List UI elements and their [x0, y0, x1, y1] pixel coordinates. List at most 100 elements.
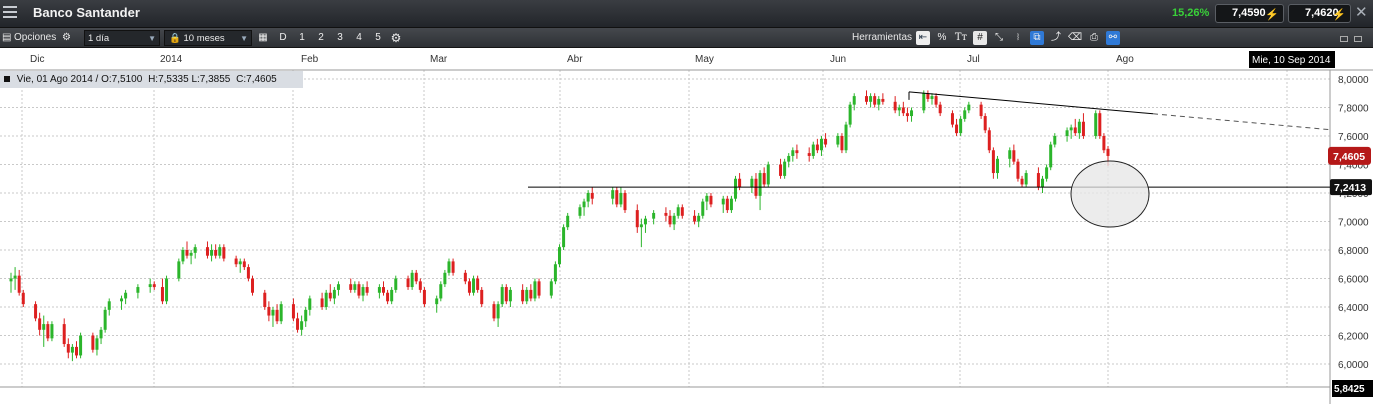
candle-up [619, 193, 623, 205]
price-chart[interactable]: Dic 2014 Feb Mar Abr May Jun Jul Ago Mie, 10 Sep … [0, 48, 1373, 404]
candle-up [500, 287, 504, 305]
candle-up [50, 324, 54, 339]
candle-down [492, 304, 496, 319]
candle-up [549, 281, 553, 296]
candle-up [652, 212, 656, 219]
buy-price-button[interactable]: 7,4620 ⚡ [1288, 4, 1351, 23]
options-menu[interactable]: Opciones ⚙ [14, 31, 71, 45]
indicator-icon[interactable]: ⤴ [1051, 32, 1061, 43]
compare-icon[interactable]: ⧉ [1030, 31, 1044, 45]
candle-up [496, 304, 500, 319]
candle-up [1008, 150, 1012, 159]
candle-down [422, 289, 426, 305]
grid-toggle-icon[interactable]: # [973, 31, 987, 45]
preset-1-button[interactable]: 1 [299, 32, 305, 43]
candle-type-icon[interactable]: ⧘ [1016, 32, 1020, 43]
candle-up [508, 289, 512, 302]
candle-up [472, 278, 476, 293]
candle-down [74, 346, 78, 356]
candle-down [979, 104, 983, 117]
candle-up [165, 278, 169, 302]
candle-down [66, 344, 70, 353]
print-icon[interactable]: ⎙ [1090, 32, 1098, 43]
candle-up [533, 281, 537, 299]
candle-up [1053, 136, 1057, 145]
candle-up [734, 178, 738, 199]
settings-gear-icon[interactable]: ⚙ [390, 31, 402, 45]
candle-down [222, 247, 226, 259]
x-tick-label: Feb [301, 54, 319, 65]
candle-up [729, 198, 733, 211]
candle-up [1045, 167, 1049, 179]
candle-up [639, 224, 643, 228]
candle-down [1073, 127, 1077, 134]
draw-line-icon[interactable]: ⤡ [995, 32, 1003, 43]
candle-down [320, 298, 324, 307]
sell-arrow-icon: ⚡ [1265, 9, 1279, 21]
y-tick-label: 7,4000 [1338, 161, 1369, 172]
ohlc-close: C:7,4605 [236, 74, 277, 85]
range-value: 10 meses [183, 33, 225, 44]
x-tick-label: May [695, 54, 714, 65]
interval-select[interactable]: 1 día ▼ [84, 30, 160, 46]
preset-4-button[interactable]: 4 [356, 32, 362, 43]
link-icon[interactable]: ⚯ [1106, 31, 1120, 45]
candle-up [848, 104, 852, 125]
percent-toggle-button[interactable]: % [937, 32, 947, 43]
y-tick-label: 7,8000 [1338, 104, 1369, 115]
candle-up [107, 301, 111, 310]
candle-up [99, 329, 103, 339]
info-square-icon [4, 76, 10, 82]
candle-up [877, 98, 881, 105]
calendar-icon[interactable]: ▦ [258, 32, 268, 43]
candle-up [811, 144, 815, 156]
candle-down [926, 93, 930, 99]
candle-up [439, 284, 443, 299]
candle-down [365, 287, 369, 293]
range-select[interactable]: 🔒 10 meses ▼ [164, 30, 252, 46]
x-tick-label: Abr [567, 54, 583, 65]
crosshair-toggle-icon[interactable]: ⇤ [916, 31, 930, 45]
candle-up [1094, 113, 1098, 136]
candle-down [881, 98, 885, 102]
eraser-icon[interactable]: ⌫ [1068, 32, 1083, 43]
candle-down [1020, 178, 1024, 185]
candle-down [386, 292, 390, 302]
candle-down [1081, 121, 1085, 136]
candle-up [783, 161, 787, 176]
buy-price-value: 7,4620 [1305, 7, 1339, 19]
candle-down [1106, 148, 1110, 156]
candle-up [672, 215, 676, 225]
candle-up [218, 247, 222, 256]
y-tick-label: 8,0000 [1338, 75, 1369, 86]
candle-down [521, 289, 525, 302]
candle-up [721, 198, 725, 205]
minimize-icon[interactable] [1340, 36, 1348, 42]
collapse-icon[interactable]: ▤ [2, 32, 12, 43]
candle-down [680, 207, 684, 216]
candle-up [300, 321, 304, 330]
candle-up [791, 150, 795, 156]
candle-down [451, 261, 455, 273]
candle-down [275, 309, 279, 322]
preset-2-button[interactable]: 2 [318, 32, 324, 43]
last-price-label: 7,4605 [1333, 151, 1365, 163]
hamburger-menu-icon[interactable] [3, 6, 17, 20]
preset-5-button[interactable]: 5 [375, 32, 381, 43]
candle-down [414, 272, 418, 282]
sell-price-button[interactable]: 7,4590 ⚡ [1215, 4, 1284, 23]
y-tick-label: 6,4000 [1338, 303, 1369, 314]
close-icon[interactable]: ✕ [1355, 4, 1368, 21]
maximize-icon[interactable] [1354, 36, 1362, 42]
period-day-button[interactable]: D [279, 32, 287, 43]
candle-down [938, 104, 942, 114]
candle-up [643, 218, 647, 225]
candle-up [394, 278, 398, 290]
text-tool-icon[interactable]: Tт [954, 32, 968, 43]
candle-down [328, 292, 332, 299]
candle-down [246, 267, 250, 279]
candle-up [353, 284, 357, 290]
ohlc-date: Vie, 01 Ago 2014 / [16, 74, 99, 85]
candle-up [586, 193, 590, 202]
preset-3-button[interactable]: 3 [337, 32, 343, 43]
